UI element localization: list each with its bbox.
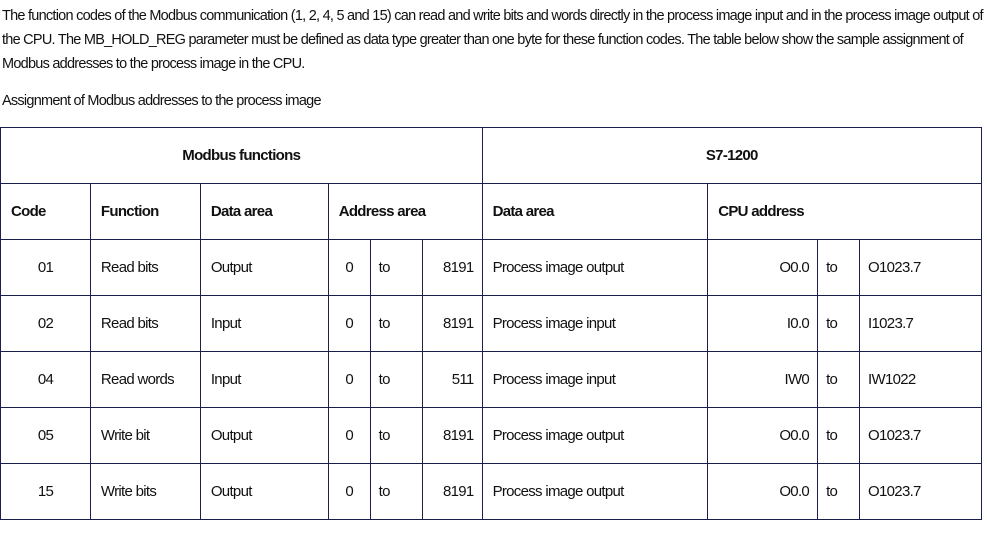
cell-addr-from: 0 (327, 463, 371, 520)
cell-code: 02 (0, 295, 91, 352)
modbus-address-table: Modbus functions S7-1200 Code Function D… (0, 127, 983, 520)
cell-s7-area: Process image input (481, 351, 709, 408)
cell-cpu-from: O0.0 (707, 407, 819, 464)
cell-addr-to: 8191 (421, 239, 483, 296)
cell-cpu-from: O0.0 (707, 463, 819, 520)
cell-s7-area: Process image output (481, 407, 709, 464)
cell-code: 05 (0, 407, 91, 464)
cell-addr-to-word: to (369, 351, 423, 408)
group-header-s7: S7-1200 (481, 127, 983, 184)
cell-addr-from: 0 (327, 407, 371, 464)
cell-addr-from: 0 (327, 351, 371, 408)
cell-code: 01 (0, 239, 91, 296)
cell-cpu-to: O1023.7 (859, 239, 982, 296)
cell-addr-to-word: to (369, 463, 423, 520)
cell-cpu-to-word: to (817, 351, 861, 408)
cell-addr-from: 0 (327, 239, 371, 296)
table-row: 02 Read bits Input 0 to 8191 Process image inp… (0, 295, 982, 352)
cell-cpu-to: O1023.7 (859, 407, 982, 464)
table-row: 15 Write bits Output 0 to 8191 Process image o… (0, 463, 982, 520)
table-row: 04 Read words Input 0 to 511 Process image inp… (0, 351, 982, 408)
cell-data-area: Input (199, 351, 329, 408)
cell-addr-from: 0 (327, 295, 371, 352)
table-row: 01 Read bits Output 0 to 8191 Process image ou… (0, 239, 982, 296)
cell-code: 04 (0, 351, 91, 408)
cell-function: Read bits (89, 239, 201, 296)
cell-cpu-to-word: to (817, 239, 861, 296)
header-cpu-address: CPU address (707, 183, 982, 240)
cell-s7-area: Process image output (481, 463, 709, 520)
cell-data-area: Output (199, 239, 329, 296)
cell-cpu-to-word: to (817, 463, 861, 520)
cell-cpu-to: O1023.7 (859, 463, 982, 520)
cell-function: Write bits (89, 463, 201, 520)
cell-addr-to: 8191 (421, 407, 483, 464)
cell-data-area: Input (199, 295, 329, 352)
header-data-area: Data area (199, 183, 329, 240)
cell-function: Read bits (89, 295, 201, 352)
header-code: Code (0, 183, 91, 240)
cell-cpu-to: IW1022 (859, 351, 982, 408)
cell-code: 15 (0, 463, 91, 520)
cell-addr-to: 8191 (421, 463, 483, 520)
cell-addr-to-word: to (369, 407, 423, 464)
header-s7-data-area: Data area (481, 183, 709, 240)
cell-addr-to: 8191 (421, 295, 483, 352)
cell-addr-to-word: to (369, 295, 423, 352)
cell-data-area: Output (199, 463, 329, 520)
cell-data-area: Output (199, 407, 329, 464)
cell-function: Read words (89, 351, 201, 408)
table-caption: Assignment of Modbus addresses to the pr… (2, 93, 322, 109)
header-function: Function (89, 183, 201, 240)
intro-paragraph: The function codes of the Modbus communi… (2, 8, 984, 72)
cell-cpu-from: IW0 (707, 351, 819, 408)
cell-s7-area: Process image input (481, 295, 709, 352)
cell-cpu-to-word: to (817, 407, 861, 464)
cell-function: Write bit (89, 407, 201, 464)
cell-addr-to: 511 (421, 351, 483, 408)
group-header-modbus: Modbus functions (0, 127, 483, 184)
cell-cpu-to: I1023.7 (859, 295, 982, 352)
cell-cpu-to-word: to (817, 295, 861, 352)
cell-addr-to-word: to (369, 239, 423, 296)
cell-s7-area: Process image output (481, 239, 709, 296)
table-row: 05 Write bit Output 0 to 8191 Process image ou… (0, 407, 982, 464)
cell-cpu-from: I0.0 (707, 295, 819, 352)
header-address-area: Address area (327, 183, 483, 240)
cell-cpu-from: O0.0 (707, 239, 819, 296)
